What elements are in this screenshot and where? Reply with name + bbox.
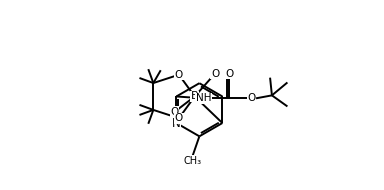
- Text: O: O: [225, 69, 233, 79]
- Text: CH₃: CH₃: [184, 156, 202, 166]
- Text: B: B: [191, 91, 199, 101]
- Text: O: O: [248, 93, 256, 103]
- Text: N: N: [172, 116, 181, 130]
- Text: O: O: [175, 113, 183, 123]
- Text: NH: NH: [195, 93, 211, 103]
- Text: O: O: [170, 107, 179, 117]
- Text: O: O: [211, 69, 219, 79]
- Text: O: O: [175, 70, 183, 80]
